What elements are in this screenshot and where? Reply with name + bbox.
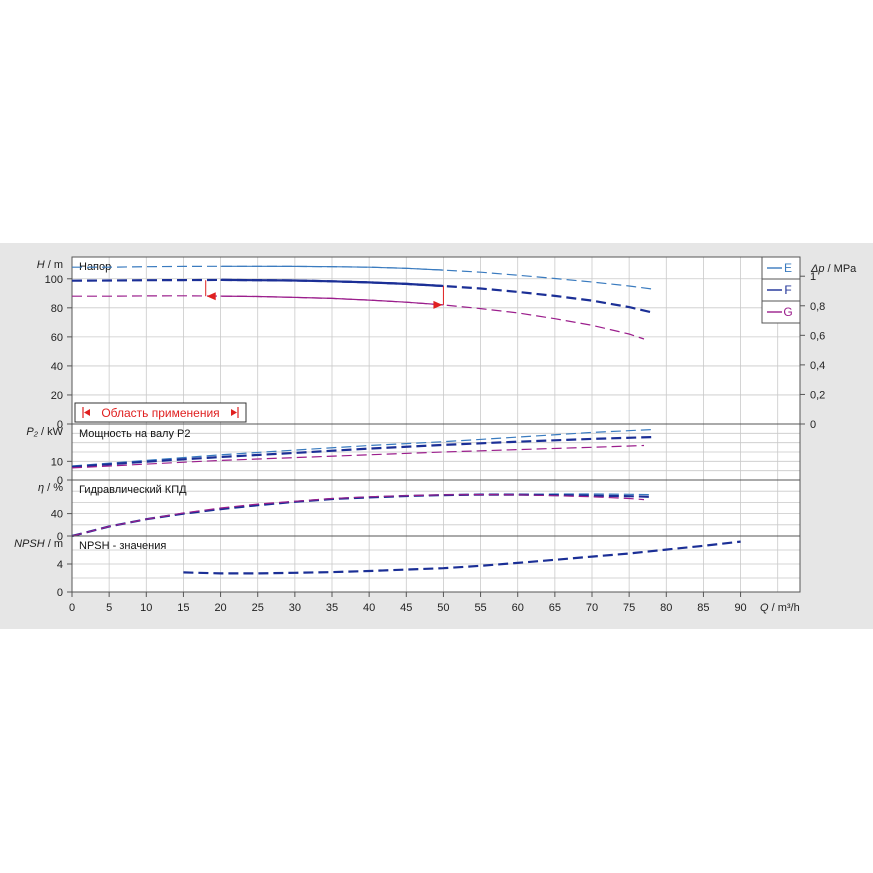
x-tick-label: 65 — [549, 602, 561, 614]
y-axis-symbol: P₂ — [26, 426, 38, 438]
y-axis-label: P₂ / kW — [26, 426, 63, 438]
y-tick-label: 0 — [57, 587, 63, 599]
y2-tick-label: 0,6 — [810, 330, 825, 342]
y2-tick-label: 0,2 — [810, 389, 825, 401]
panel-title: Мощность на валу P2 — [79, 428, 191, 440]
y-tick-label: 4 — [57, 559, 63, 571]
x-tick-label: 75 — [623, 602, 635, 614]
operating-range-left-arrow — [206, 292, 216, 301]
x-tick-label: 50 — [437, 602, 449, 614]
range-box-label: Область применения — [101, 406, 219, 420]
series-line-solid-e — [220, 265, 444, 271]
range-box-right-arrow — [231, 409, 237, 416]
y2-tick-label: 0,8 — [810, 301, 825, 313]
y-axis-symbol: H — [37, 259, 45, 271]
x-tick-label: 70 — [586, 602, 598, 614]
y-axis-label: H / m — [37, 259, 63, 271]
y2-axis-unit: MPa — [834, 263, 858, 275]
x-tick-label: 90 — [734, 602, 746, 614]
y-tick-label: 100 — [45, 274, 63, 286]
series-line-f — [71, 436, 652, 468]
x-tick-label: 30 — [289, 602, 301, 614]
x-axis-label: Q / m³/h — [760, 602, 800, 614]
x-tick-label: 40 — [363, 602, 375, 614]
y-tick-label: 40 — [51, 509, 63, 521]
x-tick-label: 35 — [326, 602, 338, 614]
y-tick-label: 60 — [51, 332, 63, 344]
y-axis-separator: / — [38, 426, 47, 438]
range-box-left-arrow — [84, 409, 90, 416]
operating-range-right-arrow — [433, 300, 443, 309]
y-axis-unit: kW — [47, 426, 64, 438]
y-tick-label: 0 — [57, 419, 63, 431]
y2-tick-label: 1 — [810, 271, 816, 283]
x-tick-label: 10 — [140, 602, 152, 614]
panel-title: Гидравлический КПД — [79, 484, 187, 496]
y-axis-unit: % — [53, 482, 63, 494]
y-axis-label: NPSH / m — [14, 538, 63, 550]
y2-tick-label: 0 — [810, 419, 816, 431]
series-line-e — [72, 265, 652, 290]
x-tick-label: 80 — [660, 602, 672, 614]
x-tick-label: 15 — [177, 602, 189, 614]
y-axis-separator: / — [44, 482, 53, 494]
chart-panel: 0 20 40 60 80 100 H / m Напор Область применения… — [0, 243, 873, 629]
x-tick-label: 85 — [697, 602, 709, 614]
y-tick-label: 80 — [51, 303, 63, 315]
y-tick-label: 0 — [57, 475, 63, 487]
legend-label-g: G — [783, 305, 792, 319]
x-tick-label: 60 — [512, 602, 524, 614]
y-axis-symbol: NPSH — [14, 538, 45, 550]
y2-tick-label: 0,4 — [810, 360, 825, 372]
x-tick-label: 0 — [69, 602, 75, 614]
x-tick-label: 55 — [474, 602, 486, 614]
y-tick-label: 10 — [51, 456, 63, 468]
series-line-g — [71, 493, 645, 537]
y-tick-label: 20 — [51, 390, 63, 402]
legend-label-f: F — [784, 283, 791, 297]
series-line-g — [72, 295, 645, 340]
x-tick-label: 20 — [214, 602, 226, 614]
x-tick-label: 5 — [106, 602, 112, 614]
y-tick-label: 40 — [51, 361, 63, 373]
x-axis-unit: m³/h — [778, 602, 800, 614]
series-line-e — [71, 429, 652, 467]
x-axis-symbol: Q — [760, 602, 769, 614]
series-line-g — [71, 444, 645, 469]
y2-axis-label: Δp / MPa — [810, 263, 857, 275]
series-line-solid-g — [220, 295, 444, 306]
y-axis-unit: m — [54, 538, 63, 550]
y-axis-unit: m — [54, 259, 63, 271]
series-line-npsh — [183, 540, 741, 575]
panel-title: NPSH - значения — [79, 540, 166, 552]
x-axis-separator: / — [769, 602, 778, 614]
y-axis-symbol: η — [38, 482, 44, 494]
y-axis-label: η / % — [38, 482, 63, 494]
legend-label-e: E — [784, 261, 792, 275]
y2-axis-separator: / — [825, 263, 834, 275]
y-tick-label: 0 — [57, 531, 63, 543]
x-tick-label: 45 — [400, 602, 412, 614]
y-axis-separator: / — [45, 259, 54, 271]
y2-axis-symbol: Δp — [810, 263, 825, 275]
range-box — [74, 402, 247, 423]
series-line-f — [71, 278, 652, 314]
y-axis-separator: / — [45, 538, 54, 550]
x-tick-label: 25 — [252, 602, 264, 614]
series-line-solid-f — [220, 278, 444, 288]
